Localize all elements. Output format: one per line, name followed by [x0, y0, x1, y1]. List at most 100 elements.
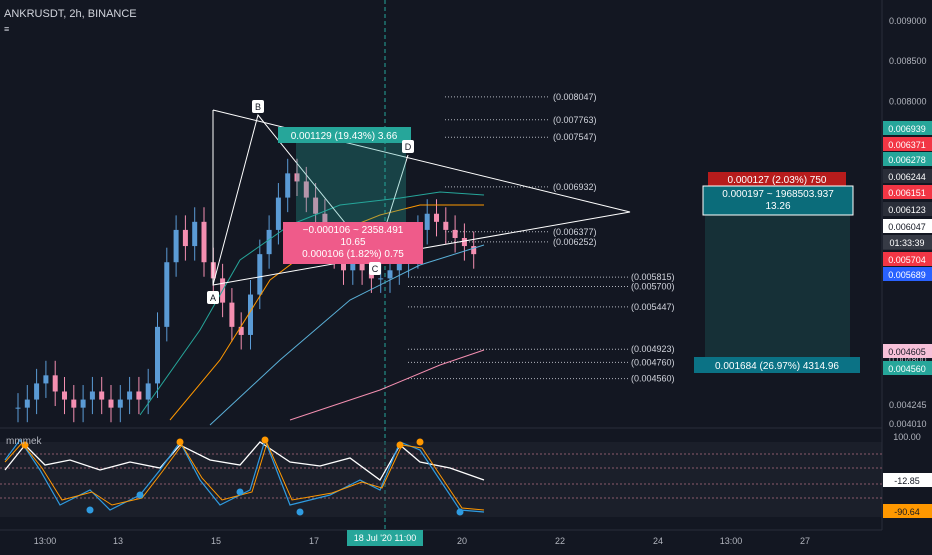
crosshair-time-label: 18 Jul '20 11:00 — [354, 533, 417, 543]
candle-body — [238, 326, 244, 335]
candle-body — [99, 391, 105, 400]
pattern-point-label: D — [405, 142, 412, 152]
position-target-label: 0.001684 (26.97%) 4314.96 — [715, 361, 839, 372]
menu-icon[interactable]: ≡ — [4, 24, 10, 34]
price-axis-badge-label: 0.006047 — [888, 222, 926, 232]
candle-body — [257, 254, 263, 295]
price-axis-badge — [883, 361, 932, 375]
candle-body — [294, 173, 300, 182]
fib-level-label: (0.008047) — [553, 92, 597, 102]
osc-overbought-dot — [416, 438, 424, 446]
price-axis-badge-label: 0.004560 — [888, 364, 926, 374]
candle-body — [43, 375, 49, 384]
candle-body — [303, 181, 309, 198]
candle-body — [443, 221, 449, 230]
candle-body — [164, 262, 170, 327]
osc-oversold-dot — [86, 506, 94, 514]
candle-body — [229, 302, 235, 327]
position-profit-zone — [705, 205, 850, 365]
price-axis-badge-label: 0.005704 — [888, 255, 926, 265]
osc-oversold-dot — [456, 508, 464, 516]
candle-body — [24, 399, 30, 408]
candle-body — [396, 262, 402, 271]
osc-oversold-dot — [236, 488, 244, 496]
position-stop-badge — [708, 172, 846, 186]
candle-body — [266, 229, 272, 255]
price-axis-badge — [883, 152, 932, 166]
price-tick-label: 0.008000 — [889, 97, 927, 107]
price-tick-label: 0.009000 — [889, 16, 927, 26]
candle-body — [285, 173, 291, 198]
rise-badge — [278, 127, 411, 143]
candle-body — [34, 383, 40, 400]
candle-body — [424, 213, 430, 230]
ma-long — [289, 349, 485, 421]
candle-body — [387, 270, 393, 279]
pattern-point-label: C — [372, 264, 379, 274]
time-tick-label: 13:00 — [720, 536, 743, 546]
time-tick-label: 24 — [653, 536, 663, 546]
time-tick-label: 22 — [555, 536, 565, 546]
candle-body — [201, 221, 207, 263]
time-tick-label: 20 — [457, 536, 467, 546]
fib-level-label: (0.005700) — [631, 281, 675, 291]
fib-level-label: (0.005447) — [631, 302, 675, 312]
price-axis-badge — [883, 252, 932, 266]
price-axis-badge — [883, 202, 932, 216]
position-entry-label-1: 0.000197 ~ 1968503.937 — [722, 189, 834, 200]
chart-title: ANKRUSDT, 2h, BINANCE — [4, 8, 137, 20]
price-tick-label: 0.004245 — [889, 400, 927, 410]
osc-band — [0, 442, 882, 517]
price-tick-label: 0.004800 — [889, 355, 927, 365]
osc-overbought-dot — [21, 441, 29, 449]
fib-level-label: (0.004560) — [631, 374, 675, 384]
time-tick-label: 17 — [309, 536, 319, 546]
osc-oversold-dot — [296, 508, 304, 516]
ma-fast — [139, 191, 485, 416]
position-stop-label: 0.000127 (2.03%) 750 — [728, 175, 827, 186]
osc-overbought-dot — [176, 438, 184, 446]
osc-second-line — [4, 441, 485, 511]
abcd-pattern — [212, 113, 409, 286]
price-tick-label: 0.004010 — [889, 419, 927, 429]
rise-zone — [296, 140, 406, 222]
price-axis-badge — [883, 185, 932, 199]
candle-body — [108, 399, 114, 408]
crosshair-time-badge — [347, 530, 423, 546]
price-axis-badge-label: 0.004605 — [888, 347, 926, 357]
price-axis-badge — [883, 267, 932, 281]
fib-level-label: (0.005815) — [631, 272, 675, 282]
fib-level-label: (0.006252) — [553, 237, 597, 247]
fib-level-label: (0.004923) — [631, 344, 675, 354]
price-axis-badge-label: 0.005689 — [888, 270, 926, 280]
pattern-point-label: A — [210, 293, 216, 303]
fall-label-3: 0.000106 (1.82%) 0.75 — [302, 249, 404, 260]
pattern-point-label: B — [255, 102, 261, 112]
fall-badge — [283, 222, 423, 264]
candle-body — [248, 294, 253, 335]
osc-level-label: -12.85 — [894, 476, 920, 486]
price-axis-badge — [883, 169, 932, 183]
price-axis-badge-label: 0.006123 — [888, 205, 926, 215]
fib-level-label: (0.006932) — [553, 182, 597, 192]
ma-slow — [209, 244, 485, 426]
candle-body — [182, 229, 188, 247]
candle-body — [71, 399, 77, 408]
candle-body — [136, 391, 142, 400]
candle-body — [313, 197, 319, 214]
osc-level-label: 100.00 — [893, 432, 921, 442]
candle-body — [89, 391, 95, 400]
time-tick-label: 13:00 — [34, 536, 57, 546]
pattern-point-box — [369, 262, 381, 275]
price-axis-badge — [883, 219, 932, 233]
candle-body — [155, 326, 160, 384]
pattern-point-box — [252, 100, 264, 113]
osc-level-badge — [883, 504, 932, 518]
osc-level-badge — [883, 473, 932, 487]
price-axis-badge — [883, 121, 932, 135]
time-tick-label: 27 — [800, 536, 810, 546]
fall-label-2: 10.65 — [340, 237, 365, 248]
osc-oversold-dot — [136, 491, 144, 499]
